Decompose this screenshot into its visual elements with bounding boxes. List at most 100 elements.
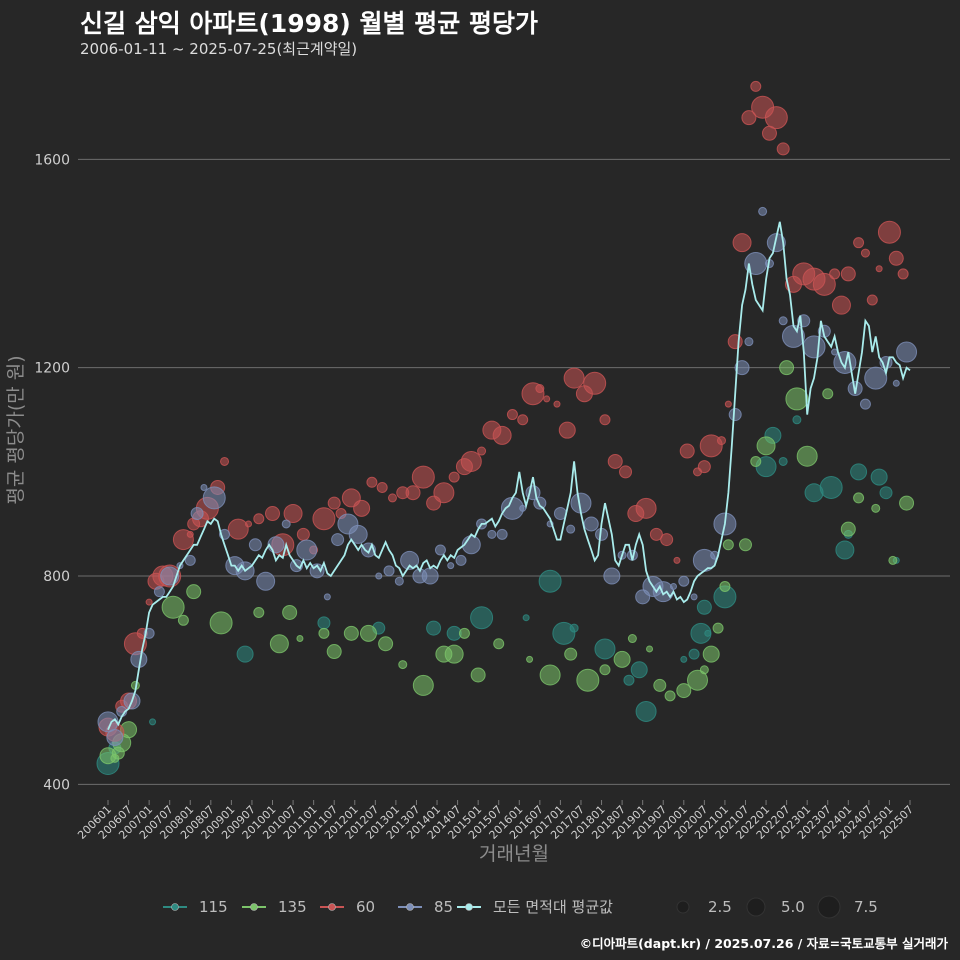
point-115-202004 bbox=[688, 648, 700, 660]
point-135-201104 bbox=[318, 627, 330, 639]
chart-subtitle: 2006-01-11 ~ 2025-07-25(최근계약일) bbox=[80, 40, 358, 58]
point-85-202104 bbox=[728, 408, 742, 422]
point-135-201006 bbox=[282, 604, 298, 620]
point-60-201905 bbox=[649, 527, 663, 541]
point-85-202503 bbox=[892, 379, 900, 387]
point-60-200903 bbox=[227, 518, 249, 540]
point-60-202108 bbox=[741, 110, 757, 126]
point-60-201403 bbox=[433, 482, 455, 504]
point-85-202506 bbox=[896, 341, 918, 363]
point-60-202505 bbox=[897, 268, 909, 280]
point-115-201502 bbox=[470, 606, 494, 630]
point-85-201508 bbox=[496, 528, 508, 540]
point-135-201107 bbox=[326, 644, 342, 660]
point-135-201303 bbox=[398, 660, 408, 670]
point-60-202306 bbox=[812, 272, 836, 296]
point-135-200711 bbox=[177, 614, 189, 626]
point-60-201001 bbox=[265, 506, 281, 522]
chart-title: 신길 삼익 아파트(1998) 월별 평균 평당가 bbox=[80, 9, 538, 38]
point-115-201809 bbox=[623, 674, 635, 686]
point-135-200708 bbox=[161, 595, 185, 619]
grid-lines bbox=[78, 158, 950, 785]
point-60-200906 bbox=[245, 520, 253, 528]
legend-dot-135 bbox=[250, 903, 258, 911]
point-85-201408 bbox=[455, 554, 467, 566]
y-tick-1200: 1200 bbox=[34, 361, 70, 377]
point-115-201603 bbox=[522, 614, 530, 622]
point-85-202409 bbox=[864, 366, 888, 390]
point-135-202101 bbox=[719, 580, 731, 592]
point-60-201609 bbox=[543, 395, 551, 403]
point-60-201107 bbox=[327, 496, 341, 510]
y-tick-1600: 1600 bbox=[34, 152, 70, 168]
average-line-path bbox=[107, 221, 911, 731]
legend-dot-115 bbox=[171, 903, 179, 911]
legend-label-60: 60 bbox=[356, 898, 375, 916]
point-85-202112 bbox=[758, 206, 768, 216]
point-135-201309 bbox=[412, 674, 434, 696]
legend-label-115: 115 bbox=[199, 898, 228, 916]
point-135-201409 bbox=[458, 627, 470, 639]
average-line bbox=[107, 221, 911, 731]
point-115-202008 bbox=[704, 629, 712, 637]
point-135-200909 bbox=[253, 606, 265, 618]
data-points bbox=[96, 80, 918, 776]
point-115-202007 bbox=[696, 599, 712, 615]
point-85-202001 bbox=[678, 575, 690, 587]
point-115-202410 bbox=[870, 468, 888, 486]
point-60-201411 bbox=[460, 450, 482, 472]
point-115-202001 bbox=[680, 655, 688, 663]
point-135-201210 bbox=[378, 636, 394, 652]
legend-dot-모든 면적대 평균값 bbox=[465, 903, 473, 911]
point-85-201005 bbox=[281, 519, 291, 529]
point-60-201805 bbox=[607, 453, 623, 469]
legend-label-135: 135 bbox=[278, 898, 307, 916]
point-85-201910 bbox=[670, 582, 678, 590]
point-135-201003 bbox=[269, 634, 289, 654]
point-85-201202 bbox=[348, 524, 368, 544]
point-115-200905 bbox=[236, 645, 254, 663]
point-115-201610 bbox=[538, 569, 562, 593]
point-115-202210 bbox=[792, 415, 802, 425]
point-60-202110 bbox=[750, 80, 762, 92]
point-60-201104 bbox=[312, 507, 336, 531]
point-135-201810 bbox=[627, 634, 637, 644]
y-tick-labels: 400 800 1200 1600 bbox=[34, 152, 70, 793]
legend-size-label-2.5: 2.5 bbox=[708, 898, 732, 916]
point-85-202108 bbox=[744, 337, 754, 347]
point-85-202206 bbox=[778, 316, 788, 326]
point-85-201105 bbox=[323, 593, 331, 601]
point-115-201705 bbox=[569, 623, 579, 633]
point-60-201902 bbox=[635, 497, 657, 519]
point-135-201205 bbox=[359, 624, 377, 642]
point-60-201406 bbox=[448, 471, 460, 483]
legend-dot-85 bbox=[406, 903, 414, 911]
point-60-201711 bbox=[583, 371, 607, 395]
point-85-201305 bbox=[400, 550, 420, 570]
point-60-201908 bbox=[660, 533, 674, 547]
point-60-201203 bbox=[353, 499, 371, 517]
point-60-201206 bbox=[366, 476, 378, 488]
point-85-200808 bbox=[202, 486, 226, 510]
point-135-201704 bbox=[564, 647, 578, 661]
point-135-202201 bbox=[756, 436, 776, 456]
point-115-202308 bbox=[819, 475, 843, 499]
point-115-202312 bbox=[835, 540, 855, 560]
point-85-201710 bbox=[583, 516, 599, 532]
point-60-202102 bbox=[724, 400, 732, 408]
point-115-201702 bbox=[552, 621, 576, 645]
point-115-201902 bbox=[635, 700, 657, 722]
point-85-200601 bbox=[97, 711, 119, 733]
point-135-202011 bbox=[712, 622, 724, 634]
point-85-202303 bbox=[802, 335, 826, 359]
point-85-201311 bbox=[421, 567, 439, 585]
point-115-201312 bbox=[426, 620, 442, 636]
point-60-200701 bbox=[145, 598, 153, 606]
legend-size-5.0 bbox=[746, 897, 766, 917]
point-135-202404 bbox=[853, 492, 865, 504]
point-60-202002 bbox=[679, 443, 695, 459]
point-85-201607 bbox=[533, 496, 547, 510]
point-135-201009 bbox=[296, 635, 304, 643]
point-85-200603 bbox=[106, 728, 124, 746]
point-115-201812 bbox=[630, 661, 648, 679]
